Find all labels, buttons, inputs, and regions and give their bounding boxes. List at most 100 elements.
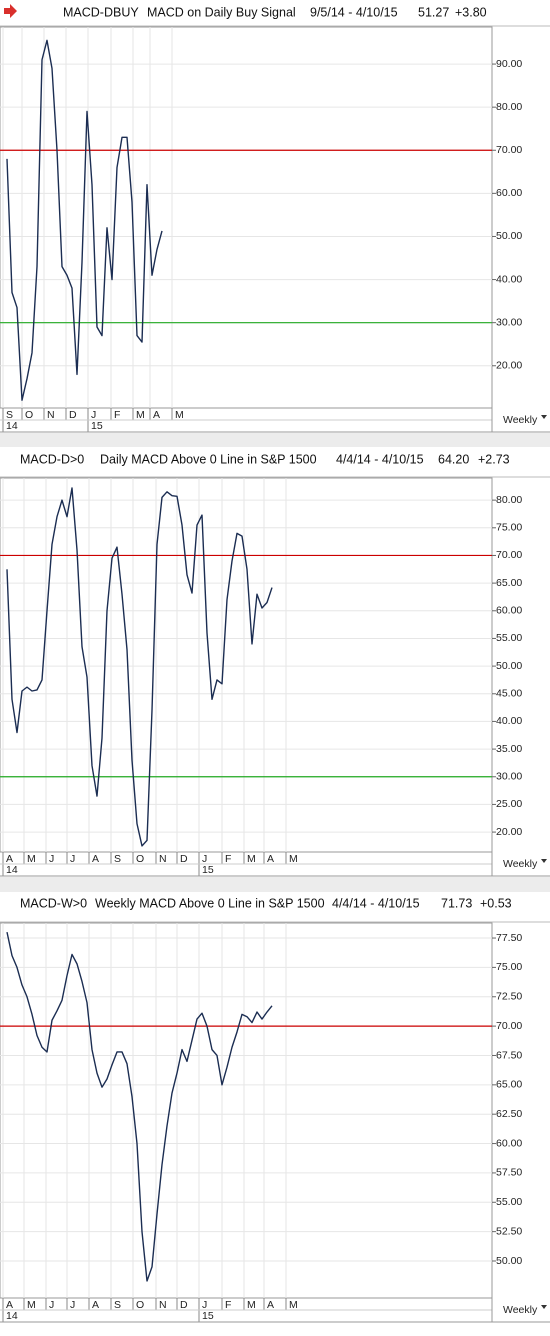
x-tick-label: N [159,1299,167,1311]
data-line [6,39,163,401]
x-tick-label: J [70,1299,75,1311]
y-tick-label: 67.50 [496,1049,522,1061]
y-tick-label: 30.00 [496,316,522,328]
y-tick-label: 20.00 [496,826,522,838]
panel-separator [0,433,550,447]
x-tick-label: F [225,853,231,865]
header-date-range: 4/4/14 - 4/10/15 [336,452,424,466]
x-tick-label: D [69,409,77,421]
year-label: 14 [6,1310,18,1322]
x-tick-label: J [70,853,75,865]
header-symbol: MACD-D>0 [20,452,84,466]
y-tick-label: 75.00 [496,522,522,534]
header-title: Daily MACD Above 0 Line in S&P 1500 [100,452,317,466]
period-dropdown-arrow [541,415,547,419]
header-last: 71.73 [441,896,472,910]
x-tick-label: A [6,1299,13,1311]
y-tick-label: 55.00 [496,632,522,644]
y-tick-label: 65.00 [496,1079,522,1091]
header-last: 64.20 [438,452,469,466]
x-tick-label: O [136,1299,144,1311]
y-tick-label: 50.00 [496,230,522,242]
x-tick-label: F [114,409,120,421]
header-date-range: 4/4/14 - 4/10/15 [332,896,420,910]
header-change: +2.73 [478,452,510,466]
x-tick-label: M [247,1299,256,1311]
x-tick-label: D [180,853,188,865]
plot-frame [0,477,493,853]
y-tick-label: 35.00 [496,743,522,755]
x-tick-label: M [289,1299,298,1311]
x-tick-label: J [49,1299,54,1311]
year-label: 15 [91,420,103,432]
y-tick-label: 70.00 [496,549,522,561]
x-tick-label: A [92,1299,99,1311]
x-tick-label: A [267,853,274,865]
panel-separator [0,877,550,892]
y-tick-label: 25.00 [496,798,522,810]
x-tick-label: M [175,409,184,421]
x-tick-label: M [247,853,256,865]
header-date-range: 9/5/14 - 4/10/15 [310,5,398,19]
header-last: 51.27 [418,5,449,19]
plot-frame [0,26,493,409]
header-title: MACD on Daily Buy Signal [147,5,296,19]
x-tick-label: F [225,1299,231,1311]
y-tick-label: 72.50 [496,991,522,1003]
y-tick-label: 65.00 [496,577,522,589]
x-tick-label: M [27,853,36,865]
header-symbol: MACD-DBUY [63,5,139,19]
x-tick-label: N [47,409,55,421]
x-tick-label: O [136,853,144,865]
x-tick-label: N [159,853,167,865]
x-tick-label: A [6,853,13,865]
y-tick-label: 20.00 [496,360,522,372]
period-selector: Weekly [503,1304,538,1316]
y-tick-label: 60.00 [496,1137,522,1149]
x-tick-label: J [202,853,207,865]
year-label: 14 [6,864,18,876]
x-tick-label: O [25,409,33,421]
x-tick-label: M [289,853,298,865]
y-tick-label: 90.00 [496,58,522,70]
period-selector: Weekly [503,858,538,870]
y-tick-label: 50.00 [496,660,522,672]
y-tick-label: 75.00 [496,961,522,973]
x-tick-label: A [92,853,99,865]
header-change: +0.53 [480,896,512,910]
y-tick-label: 52.50 [496,1225,522,1237]
y-tick-label: 45.00 [496,688,522,700]
y-tick-label: 50.00 [496,1255,522,1267]
y-tick-label: 70.00 [496,1020,522,1032]
signal-arrow-icon [4,4,17,18]
x-tick-label: M [27,1299,36,1311]
data-line [6,932,273,1282]
year-label: 14 [6,420,18,432]
y-tick-label: 80.00 [496,101,522,113]
x-tick-label: S [114,1299,121,1311]
y-tick-label: 62.50 [496,1108,522,1120]
y-tick-label: 77.50 [496,932,522,944]
y-tick-label: 60.00 [496,187,522,199]
year-label: 15 [202,1310,214,1322]
y-tick-label: 30.00 [496,771,522,783]
y-tick-label: 70.00 [496,144,522,156]
x-tick-label: M [136,409,145,421]
x-tick-label: J [202,1299,207,1311]
x-tick-label: S [6,409,13,421]
year-label: 15 [202,864,214,876]
y-tick-label: 80.00 [496,494,522,506]
period-dropdown-arrow [541,859,547,863]
header-symbol: MACD-W>0 [20,896,87,910]
period-dropdown-arrow [541,1305,547,1309]
x-tick-label: A [153,409,160,421]
x-tick-label: J [49,853,54,865]
x-tick-label: S [114,853,121,865]
y-tick-label: 57.50 [496,1167,522,1179]
period-selector: Weekly [503,414,538,426]
x-tick-label: D [180,1299,188,1311]
y-tick-label: 55.00 [496,1196,522,1208]
